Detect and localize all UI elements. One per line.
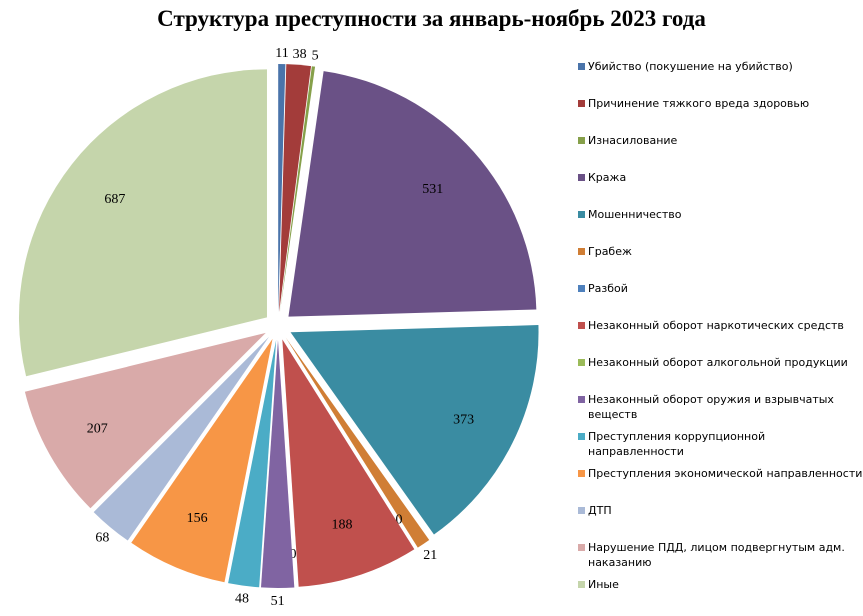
pie-slice [131, 338, 273, 583]
pie-slice [288, 71, 537, 317]
legend-label: Убийство (покушение на убийство) [588, 60, 793, 73]
legend-item: Преступления экономической направленност… [578, 466, 863, 481]
legend-item: Иные [578, 577, 863, 592]
legend-label: Незаконный оборот алкогольной продукции [588, 356, 848, 369]
data-label: 188 [331, 517, 352, 532]
legend-label: ДТП [588, 504, 612, 517]
legend-swatch [578, 211, 585, 218]
data-label: 68 [95, 530, 109, 545]
legend-item: Нарушение ПДД, лицом подвергнутым адм. н… [578, 540, 863, 570]
legend-swatch [578, 63, 585, 70]
pie-slice [261, 340, 295, 588]
legend-item: Незаконный оборот оружия и взрывчатых ве… [578, 392, 863, 422]
data-label: 373 [453, 413, 474, 428]
data-label: 0 [395, 512, 402, 527]
legend-swatch [578, 100, 585, 107]
legend-item: ДТП [578, 503, 863, 518]
pie-slice [279, 66, 316, 313]
data-label: 21 [423, 548, 437, 563]
legend-swatch [578, 248, 585, 255]
legend-swatch [578, 507, 585, 514]
data-label: 11 [275, 46, 288, 61]
legend-item: Кража [578, 170, 863, 185]
pie-slice [279, 64, 312, 313]
legend-item: Незаконный оборот алкогольной продукции [578, 355, 863, 370]
legend-swatch [578, 359, 585, 366]
data-label: 5 [312, 49, 319, 64]
legend-swatch [578, 137, 585, 144]
legend-label: Незаконный оборот наркотических средств [588, 319, 844, 332]
legend-item: Мошенничество [578, 207, 863, 222]
data-label: 531 [422, 182, 443, 197]
legend-item: Разбой [578, 281, 863, 296]
legend-swatch [578, 174, 585, 181]
pie-slice [24, 332, 266, 509]
legend-swatch [578, 285, 585, 292]
legend-item: Изнасилование [578, 133, 863, 148]
data-label: 48 [235, 592, 249, 607]
pie-slice [290, 325, 539, 535]
legend-label: Иные [588, 578, 619, 591]
legend-label: Грабеж [588, 245, 632, 258]
pie-slice [228, 339, 277, 588]
legend-swatch [578, 396, 585, 403]
legend-label: Причинение тяжкого вреда здоровью [588, 97, 810, 110]
legend-item: Убийство (покушение на убийство) [578, 59, 863, 74]
data-label: 207 [87, 422, 108, 437]
pie-slice [18, 69, 267, 377]
data-label: 687 [104, 192, 125, 207]
pie-slice [285, 337, 430, 548]
pie-slice [93, 336, 270, 541]
data-label: 38 [293, 47, 307, 62]
legend-label: Кража [588, 171, 627, 184]
legend-label: Разбой [588, 282, 628, 295]
pie-slice [278, 64, 286, 313]
legend-swatch [578, 433, 585, 440]
legend-label: Преступления коррупционной направленност… [588, 430, 766, 458]
legend-swatch [578, 322, 585, 329]
legend-label: Изнасилование [588, 134, 678, 147]
legend-swatch [578, 581, 585, 588]
data-label: 156 [187, 511, 208, 526]
legend-item: Преступления коррупционной направленност… [578, 429, 863, 459]
legend-swatch [578, 544, 585, 551]
data-label: 0 [289, 547, 296, 562]
pie-slice [282, 339, 415, 587]
legend-label: Незаконный оборот оружия и взрывчатых ве… [588, 393, 834, 421]
legend-item: Грабеж [578, 244, 863, 259]
legend-label: Преступления экономической направленност… [588, 467, 863, 480]
legend-item: Незаконный оборот наркотических средств [578, 318, 863, 333]
legend-item: Причинение тяжкого вреда здоровью [578, 96, 863, 111]
chart-title: Структура преступности за январь-ноябрь … [157, 6, 706, 31]
data-label: 51 [271, 594, 285, 609]
legend-label: Мошенничество [588, 208, 682, 221]
legend-swatch [578, 470, 585, 477]
legend-label: Нарушение ПДД, лицом подвергнутым адм. н… [588, 541, 845, 569]
